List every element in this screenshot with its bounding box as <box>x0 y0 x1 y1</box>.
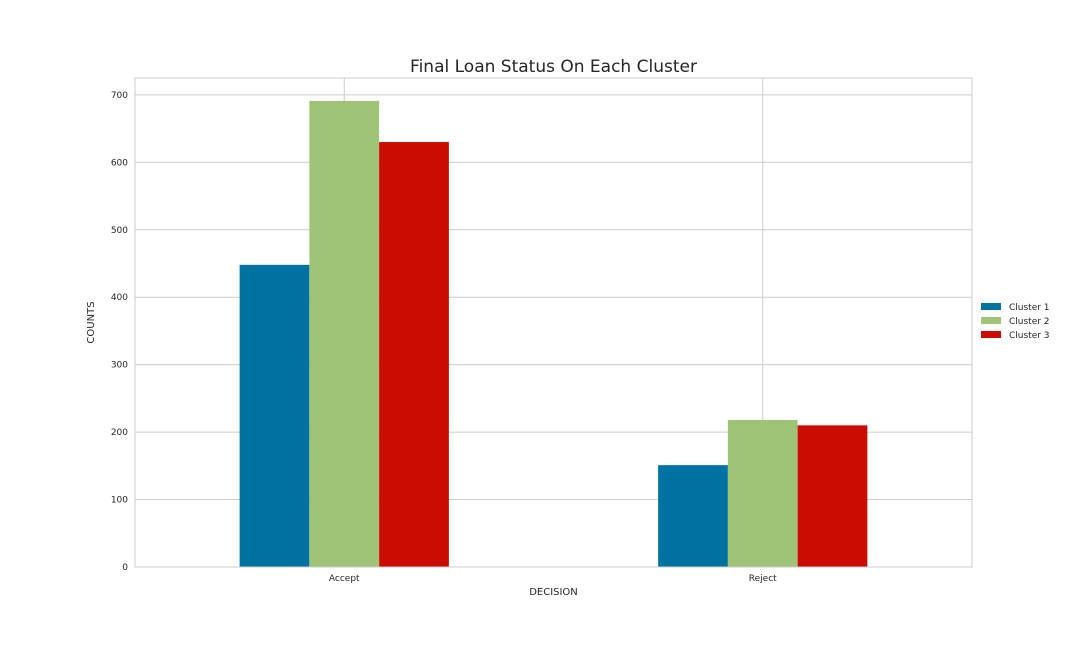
legend-swatch <box>981 303 1001 310</box>
legend-label: Cluster 3 <box>1009 331 1050 341</box>
y-tick-label: 700 <box>111 91 128 101</box>
y-axis-label: COUNTS <box>86 301 97 343</box>
y-tick-label: 400 <box>111 293 128 303</box>
legend-label: Cluster 1 <box>1009 303 1050 313</box>
y-tick-label: 200 <box>111 428 128 438</box>
y-tick-label: 600 <box>111 158 128 168</box>
tick-labels: 0 100 200 300 400 500 600 700 Accept Reject <box>111 91 777 584</box>
bar <box>797 425 868 567</box>
x-tick-label: Reject <box>749 574 777 584</box>
plot-frame <box>134 77 973 568</box>
bar <box>727 419 798 567</box>
bar <box>239 264 310 567</box>
legend-label: Cluster 2 <box>1009 317 1050 327</box>
legend: Cluster 1 Cluster 2 Cluster 3 <box>981 303 1050 341</box>
bars <box>239 100 868 568</box>
bar <box>379 142 449 567</box>
bar <box>309 100 380 568</box>
legend-swatch <box>981 317 1001 324</box>
y-tick-label: 500 <box>111 226 128 236</box>
x-axis-label: DECISION <box>529 587 578 598</box>
chart-title: Final Loan Status On Each Cluster <box>410 57 697 77</box>
y-tick-label: 300 <box>111 361 128 371</box>
y-tick-label: 0 <box>122 563 128 573</box>
x-tick-label: Accept <box>329 574 360 584</box>
y-tick-label: 100 <box>111 496 128 506</box>
legend-swatch <box>981 331 1001 338</box>
bar <box>658 465 728 567</box>
